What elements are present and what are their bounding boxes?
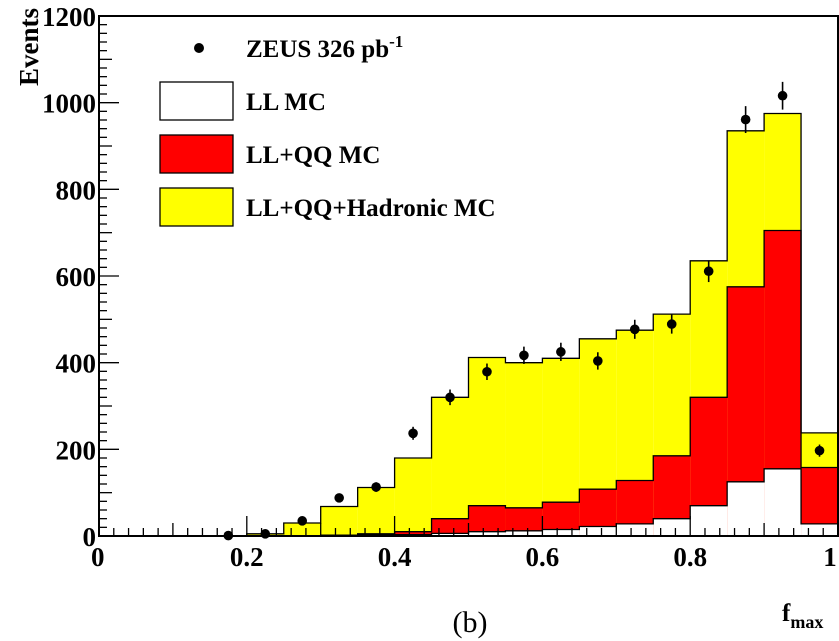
bar-1-3 bbox=[283, 523, 321, 536]
bar-3-11 bbox=[579, 526, 617, 536]
bar-3-15 bbox=[727, 481, 765, 536]
legend-label-4: LL+QQ+Hadronic MC bbox=[246, 195, 496, 222]
data-point-11 bbox=[593, 356, 603, 366]
axis-ticks: 0 0.2 0.4 0.6 0.8 1 0 200 400 600 800 1000 1200 bbox=[42, 2, 839, 572]
x-axis-label-sub: max bbox=[790, 612, 823, 632]
bar-1-9 bbox=[505, 362, 543, 536]
legend-item-4: LL+QQ+Hadronic MC bbox=[159, 187, 496, 227]
legend-item-2: LL MC bbox=[159, 81, 326, 121]
data-point-9 bbox=[519, 350, 529, 361]
figure-caption: (b) bbox=[453, 606, 488, 639]
bar-1-7 bbox=[431, 397, 469, 536]
data-point-5 bbox=[371, 482, 381, 492]
legend-label-sup-1: -1 bbox=[389, 32, 403, 51]
legend-label-2: LL MC bbox=[246, 89, 326, 116]
legend-label-3: LL+QQ MC bbox=[246, 142, 380, 169]
data-point-17 bbox=[814, 445, 825, 456]
legend-label-text-4: LL+QQ+Hadronic MC bbox=[246, 195, 496, 222]
bar-3-9 bbox=[505, 530, 543, 536]
data-point-7 bbox=[445, 392, 455, 403]
legend-swatch-2 bbox=[159, 81, 234, 121]
data-point-6 bbox=[408, 428, 418, 439]
y-tick-label-1: 0 bbox=[83, 522, 97, 552]
legend-label-text-1: ZEUS 326 pb bbox=[246, 36, 389, 63]
data-point-3 bbox=[297, 516, 308, 526]
x-tick-label-4: 0.6 bbox=[526, 542, 560, 572]
data-point-13 bbox=[666, 319, 677, 329]
x-tick-label-1: 0 bbox=[91, 542, 105, 572]
legend-swatch-4 bbox=[159, 187, 234, 227]
bar-3-8 bbox=[468, 531, 506, 536]
y-tick-label-6: 1000 bbox=[42, 89, 96, 119]
legend-item-3: LL+QQ MC bbox=[159, 134, 380, 174]
data-point-4 bbox=[334, 493, 344, 503]
histogram-bars bbox=[246, 113, 838, 537]
legend-item-1: ZEUS 326 pb-1 bbox=[194, 32, 403, 63]
x-axis-label: fmax bbox=[782, 600, 823, 632]
legend-marker-1 bbox=[194, 43, 204, 53]
data-point-10 bbox=[556, 347, 566, 357]
x-tick-label-3: 0.4 bbox=[378, 542, 412, 572]
data-point-14 bbox=[703, 266, 714, 277]
data-point-12 bbox=[629, 324, 640, 335]
data-point-8 bbox=[482, 366, 492, 377]
data-points bbox=[223, 81, 825, 541]
x-tick-label-2: 0.2 bbox=[230, 542, 264, 572]
x-axis-label-main: f bbox=[782, 600, 791, 627]
y-tick-label-7: 1200 bbox=[42, 2, 96, 32]
bar-2-6 bbox=[394, 531, 432, 536]
x-tick-label-5: 0.8 bbox=[673, 542, 707, 572]
legend-swatch-3 bbox=[159, 134, 234, 174]
y-tick-label-5: 800 bbox=[56, 175, 97, 205]
bar-1-6 bbox=[394, 458, 432, 536]
y-tick-label-3: 400 bbox=[56, 349, 97, 379]
bar-3-10 bbox=[542, 529, 580, 536]
legend-label-text-3: LL+QQ MC bbox=[246, 142, 380, 169]
bar-3-14 bbox=[690, 505, 728, 536]
legend: ZEUS 326 pb-1 LL MC LL+QQ MC LL+QQ+Hadronic… bbox=[159, 32, 496, 227]
x-tick-label-6: 1 bbox=[823, 542, 837, 572]
bar-2-7 bbox=[431, 518, 469, 536]
bar-3-16 bbox=[764, 468, 802, 536]
y-tick-label-2: 200 bbox=[56, 435, 97, 465]
y-axis-label: Events bbox=[14, 8, 44, 86]
series-1-outline bbox=[209, 112, 839, 537]
bar-3-13 bbox=[653, 518, 691, 536]
bar-3-17 bbox=[801, 523, 838, 536]
bar-3-7 bbox=[431, 533, 469, 536]
bar-1-5 bbox=[357, 487, 395, 536]
bar-1-4 bbox=[320, 506, 358, 536]
legend-label-1: ZEUS 326 pb-1 bbox=[246, 32, 403, 63]
bar-2-8 bbox=[468, 505, 506, 536]
data-point-16 bbox=[777, 90, 788, 101]
y-tick-label-4: 600 bbox=[56, 262, 97, 292]
bar-3-12 bbox=[616, 523, 654, 536]
legend-label-text-2: LL MC bbox=[246, 89, 326, 116]
series-3-bars bbox=[320, 468, 838, 536]
data-point-15 bbox=[740, 114, 751, 125]
